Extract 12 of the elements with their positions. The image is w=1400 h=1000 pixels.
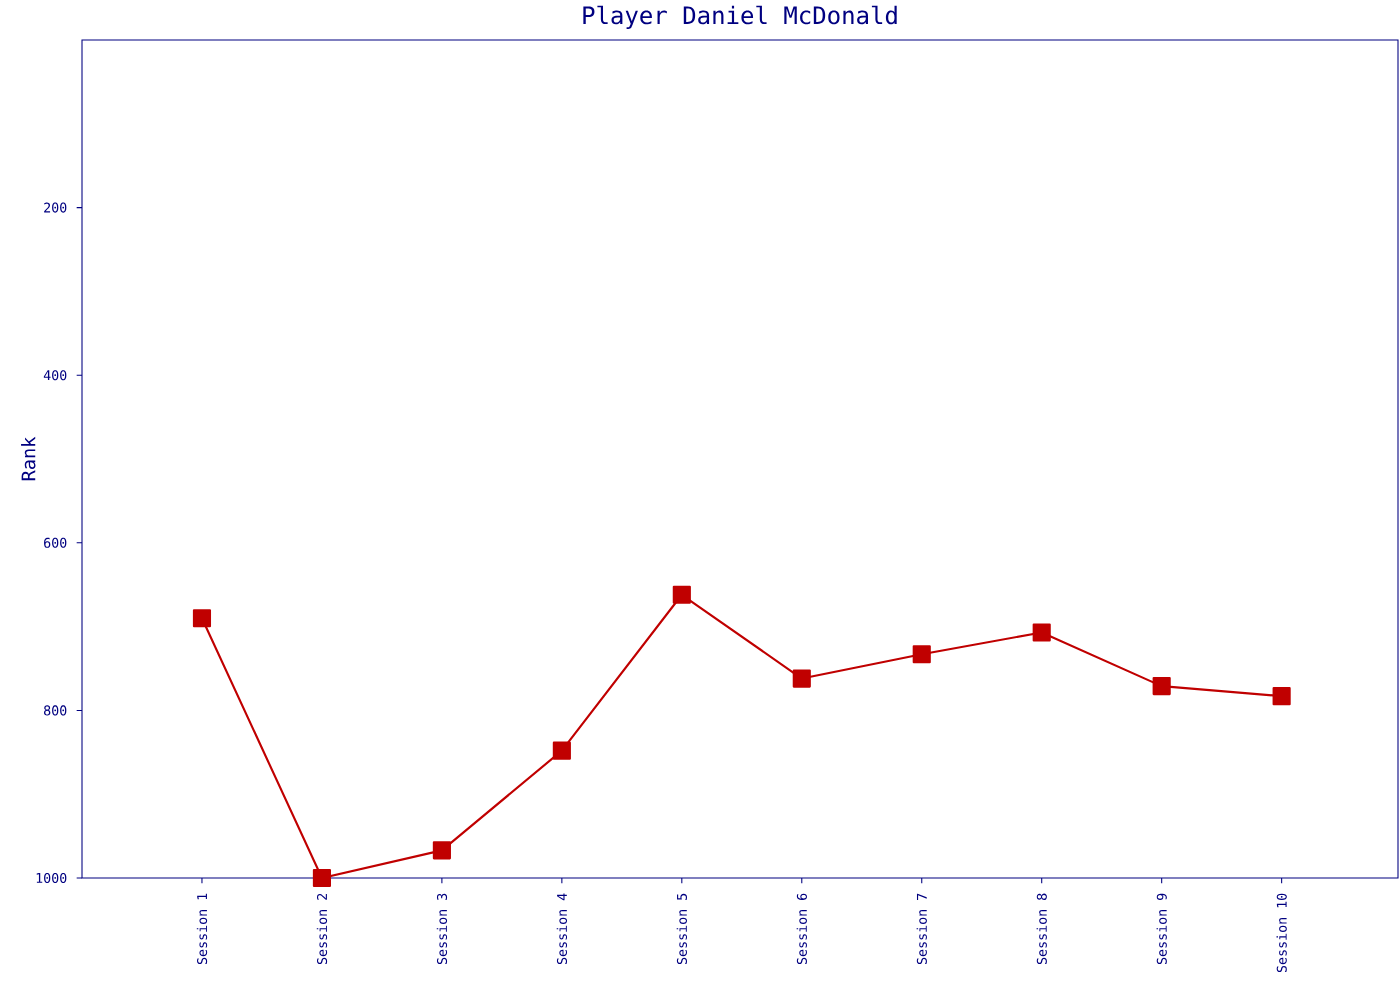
- point: [1272, 687, 1291, 706]
- point: [1152, 677, 1171, 696]
- point: [192, 609, 212, 628]
- point: [552, 741, 571, 760]
- point: [432, 841, 451, 860]
- point: [792, 669, 811, 688]
- point: [312, 868, 331, 888]
- y-axis-title: Rank: [21, 436, 36, 481]
- chart-title: Player Daniel McDonald: [583, 5, 897, 29]
- point: [672, 585, 691, 604]
- point: [1032, 623, 1051, 642]
- point: [912, 645, 931, 664]
